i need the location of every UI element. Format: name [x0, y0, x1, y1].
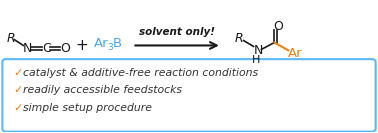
- Text: solvent only!: solvent only!: [139, 27, 215, 37]
- Text: readily accessible feedstocks: readily accessible feedstocks: [23, 86, 182, 95]
- Text: ✓: ✓: [13, 68, 23, 78]
- FancyBboxPatch shape: [2, 59, 376, 132]
- Text: simple setup procedure: simple setup procedure: [23, 103, 152, 113]
- Text: R: R: [235, 32, 243, 45]
- Text: C: C: [42, 42, 51, 55]
- Text: Ar: Ar: [94, 37, 108, 50]
- Text: Ar: Ar: [288, 47, 303, 60]
- Text: 3: 3: [108, 43, 113, 52]
- Text: R: R: [6, 32, 15, 45]
- Text: N: N: [254, 44, 263, 57]
- Text: O: O: [60, 42, 70, 55]
- Text: H: H: [252, 55, 261, 65]
- Text: ✓: ✓: [13, 103, 23, 113]
- Text: N: N: [23, 42, 33, 55]
- Text: catalyst & additive-free reaction conditions: catalyst & additive-free reaction condit…: [23, 68, 258, 78]
- Text: B: B: [113, 37, 122, 50]
- Text: ✓: ✓: [13, 86, 23, 95]
- Text: +: +: [76, 38, 88, 53]
- Text: O: O: [273, 20, 283, 33]
